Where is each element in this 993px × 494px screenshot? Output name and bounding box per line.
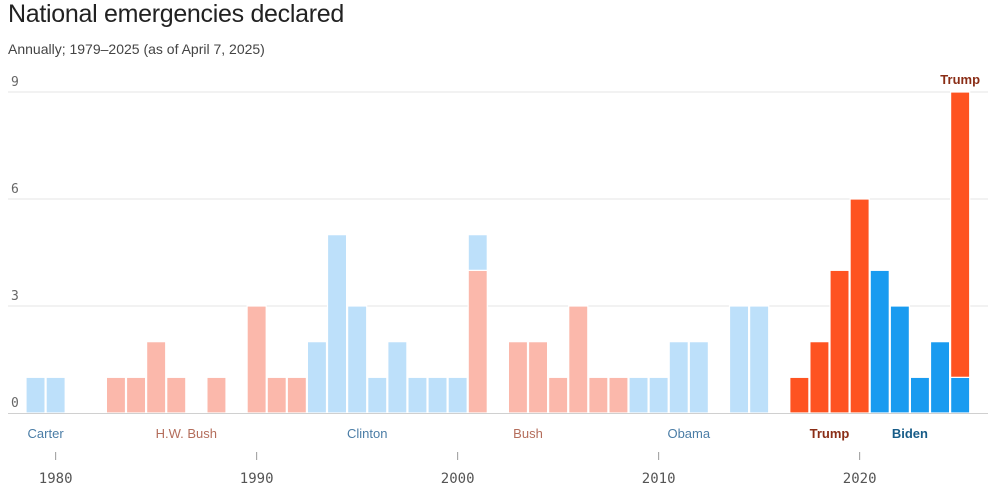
- bar-segment: [447, 376, 468, 414]
- bar-segment: [929, 341, 951, 414]
- bar-segment: [266, 376, 287, 414]
- bar-segment: [527, 341, 549, 414]
- x-tick-label: 1990: [240, 471, 274, 487]
- president-label: Clinton: [347, 426, 387, 441]
- bar-segment: [407, 376, 428, 414]
- bar-segment: [547, 376, 569, 414]
- bar-segment: [588, 376, 609, 414]
- president-label: Bush: [513, 426, 543, 441]
- bar-segment: [568, 305, 589, 414]
- bar-segment: [146, 341, 167, 414]
- chart-subtitle: Annually; 1979–2025 (as of April 7, 2025…: [8, 41, 265, 57]
- bar-segment: [387, 341, 408, 414]
- bar-segment: [306, 341, 328, 414]
- bar-segment: [286, 376, 307, 414]
- bar-segment: [668, 341, 689, 414]
- bar-segment: [507, 341, 529, 414]
- bar-segment: [105, 376, 127, 414]
- bar-segment: [326, 234, 348, 414]
- bar-segment: [648, 376, 669, 414]
- x-tick-label: 1980: [39, 471, 73, 487]
- bar-segment: [166, 376, 187, 414]
- bar-segment: [367, 376, 388, 414]
- president-label: Trump: [810, 426, 850, 441]
- bar-segment: [849, 198, 870, 414]
- bar-segment: [427, 376, 448, 414]
- bar-segment: [869, 269, 890, 414]
- bar-segment: [608, 376, 629, 414]
- president-label: H.W. Bush: [156, 426, 217, 441]
- bar-segment: [125, 376, 147, 414]
- president-label: Obama: [667, 426, 710, 441]
- bar-segment: [949, 91, 971, 378]
- bar-segment: [467, 234, 488, 271]
- bar-segment: [909, 376, 931, 414]
- y-tick-label: 3: [11, 289, 19, 304]
- bar-segment: [829, 269, 850, 414]
- x-tick-label: 2000: [441, 471, 475, 487]
- president-label: Carter: [28, 426, 65, 441]
- bar-segment: [246, 305, 267, 414]
- bar-segment: [206, 376, 227, 414]
- bar-segment: [467, 269, 488, 414]
- president-label: Trump: [940, 72, 980, 87]
- y-tick-label: 0: [11, 396, 19, 411]
- bar-segment: [949, 376, 971, 414]
- bar-segment: [45, 376, 66, 414]
- bar-segment: [748, 305, 770, 414]
- chart-title: National emergencies declared: [8, 0, 344, 28]
- bar-segment: [688, 341, 709, 414]
- bar-segment: [347, 305, 368, 414]
- y-tick-label: 6: [11, 182, 19, 197]
- president-label: Biden: [892, 426, 928, 441]
- bar-segment: [728, 305, 750, 414]
- x-tick-label: 2010: [642, 471, 676, 487]
- bar-segment: [889, 305, 910, 414]
- bar-segment: [789, 376, 810, 414]
- y-tick-label: 9: [11, 75, 19, 90]
- bar-segment: [809, 341, 830, 414]
- x-tick-label: 2020: [843, 471, 877, 487]
- bar-segment: [628, 376, 649, 414]
- bar-segment: [25, 376, 46, 414]
